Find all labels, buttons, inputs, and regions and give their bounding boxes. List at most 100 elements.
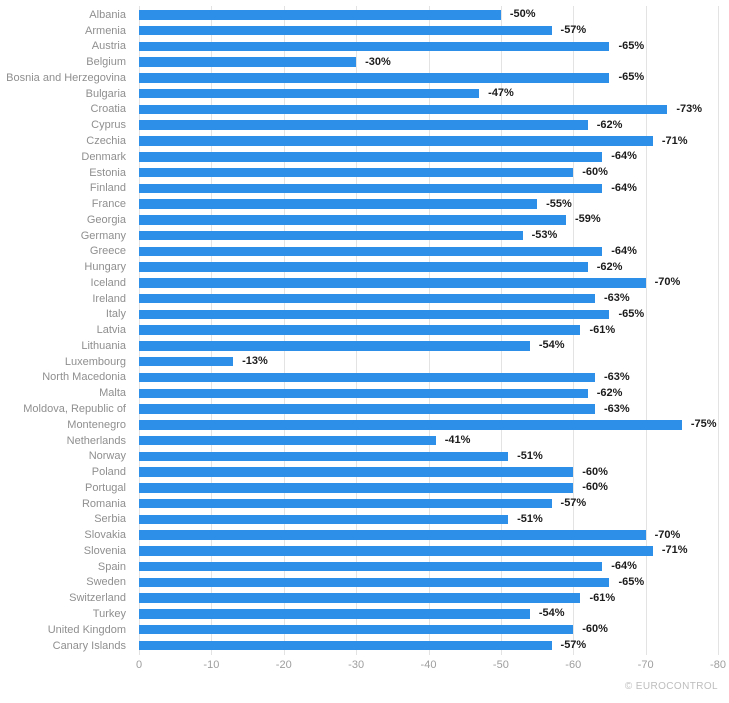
category-label: Moldova, Republic of	[23, 403, 126, 416]
bar-row: Bulgaria -47%	[0, 86, 729, 102]
bar-rows: Albania -50% Armenia -57% Austria -65% Belgium…	[0, 7, 729, 653]
bar-track: -71%	[139, 543, 718, 559]
bar-track: -61%	[139, 590, 718, 606]
bar	[139, 167, 574, 178]
value-label: -30%	[365, 55, 391, 68]
value-label: -53%	[531, 229, 558, 242]
bar	[139, 372, 595, 383]
value-label: -50%	[509, 8, 536, 21]
category-label: Romania	[81, 497, 126, 510]
x-tick-label: -40	[420, 659, 437, 671]
bar-track: -50%	[139, 7, 718, 23]
bar-track: -47%	[139, 86, 718, 102]
bar-row: United Kingdom -60%	[0, 622, 729, 638]
category-label: Austria	[91, 40, 126, 53]
category-label: Czechia	[86, 135, 126, 147]
bar-row: Poland -60%	[0, 464, 729, 480]
bar	[139, 593, 581, 603]
bar	[139, 88, 480, 99]
bar-track: -65%	[139, 70, 718, 86]
bar	[139, 467, 574, 477]
category-label: Cyprus	[91, 119, 126, 132]
bar-row: Greece -64%	[0, 243, 729, 259]
bar	[139, 10, 501, 20]
value-label: -51%	[517, 512, 543, 525]
bar	[139, 199, 538, 209]
category-label: Slovakia	[84, 529, 126, 542]
x-tick-label: -60	[565, 659, 582, 671]
bar-row: Estonia -60%	[0, 165, 729, 181]
bar-row: Turkey -54%	[0, 606, 729, 622]
bar	[139, 530, 646, 540]
value-label: -73%	[676, 102, 703, 115]
bar-row: Canary Islands -57%	[0, 638, 729, 654]
bar-track: -57%	[139, 23, 718, 39]
bar-row: Iceland -70%	[0, 275, 729, 291]
value-label: -65%	[618, 71, 645, 84]
bar	[139, 609, 530, 619]
bar	[139, 183, 603, 194]
x-tick-label: -70	[637, 659, 654, 671]
value-label: -57%	[560, 497, 587, 510]
x-tick-label: -50	[492, 659, 509, 671]
category-label: Portugal	[85, 481, 126, 494]
category-label: Iceland	[90, 276, 126, 289]
bar-row: Lithuania -54%	[0, 338, 729, 354]
bar-row: Latvia -61%	[0, 322, 729, 338]
bar	[139, 230, 523, 241]
x-tick-label: 0	[135, 659, 143, 671]
category-label: Serbia	[94, 513, 126, 526]
bar	[139, 57, 357, 67]
bar-row: Italy -65%	[0, 307, 729, 323]
bar-track: -65%	[139, 39, 718, 55]
category-label: Netherlands	[66, 434, 126, 447]
bar-row: Malta -62%	[0, 385, 729, 401]
bar-track: -64%	[139, 559, 718, 575]
value-label: -51%	[517, 449, 543, 462]
category-label: Hungary	[84, 261, 126, 274]
bar	[139, 73, 610, 83]
bar	[139, 498, 552, 509]
category-label: Belgium	[86, 56, 126, 69]
bar-row: Slovakia -70%	[0, 527, 729, 543]
value-label: -55%	[546, 197, 572, 210]
value-label: -71%	[661, 134, 688, 147]
bar-row: Norway -51%	[0, 448, 729, 464]
bar-row: Croatia -73%	[0, 102, 729, 118]
x-tick-label: -20	[275, 659, 292, 671]
bar-track: -60%	[139, 480, 718, 496]
bar-track: -65%	[139, 307, 718, 323]
category-label: Italy	[105, 308, 126, 321]
bar-track: -60%	[139, 622, 718, 638]
bar-track: -62%	[139, 385, 718, 401]
bar-row: Bosnia and Herzegovina -65%	[0, 70, 729, 86]
bar	[139, 404, 595, 414]
bar-track: -57%	[139, 638, 718, 654]
bar	[139, 388, 588, 398]
bar-track: -71%	[139, 133, 718, 149]
x-axis: 0 -10 -20 -30 -40 -50 -60 -70 -80	[135, 659, 726, 673]
category-label: North Macedonia	[42, 371, 126, 384]
bar-track: -64%	[139, 149, 718, 165]
bar	[139, 136, 653, 146]
bar-row: Armenia -57%	[0, 23, 729, 39]
bar	[139, 215, 566, 225]
category-label: Norway	[88, 450, 126, 463]
value-label: -59%	[575, 213, 601, 226]
category-label: Turkey	[92, 607, 126, 620]
value-label: -62%	[596, 118, 623, 131]
bar-row: Finland -64%	[0, 180, 729, 196]
value-label: -63%	[603, 370, 630, 383]
bar-track: -54%	[139, 338, 718, 354]
bar-row: Germany -53%	[0, 228, 729, 244]
bar	[139, 561, 603, 572]
x-tick-label: -10	[203, 659, 220, 671]
category-label: Bosnia and Herzegovina	[6, 71, 126, 84]
category-label: France	[91, 198, 126, 211]
bar-row: Serbia -51%	[0, 512, 729, 528]
bar-row: Netherlands -41%	[0, 433, 729, 449]
category-label: Malta	[99, 387, 126, 400]
bar	[139, 293, 595, 304]
bar-row: Moldova, Republic of -63%	[0, 401, 729, 417]
